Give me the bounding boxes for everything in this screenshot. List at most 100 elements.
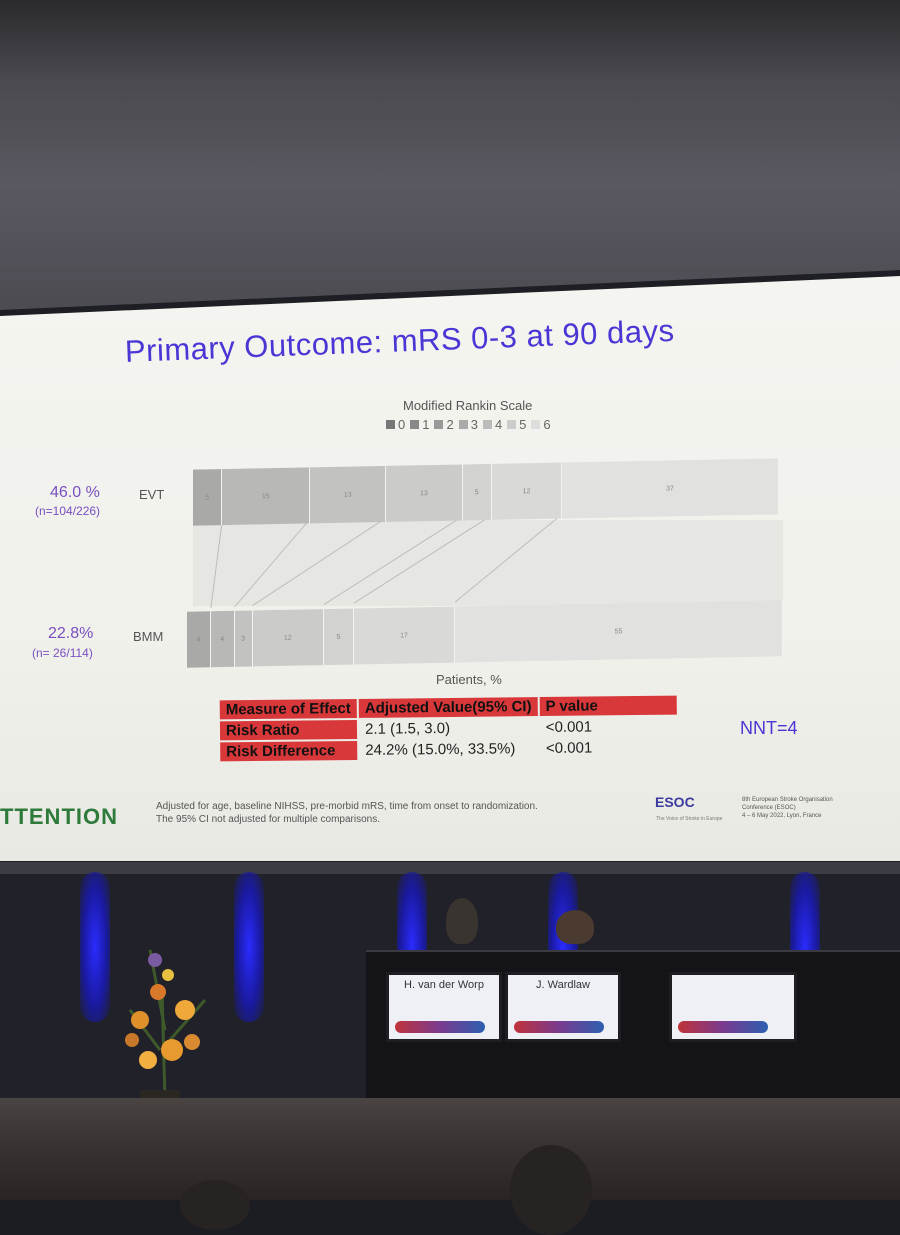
nameplate: H. van der Worp bbox=[386, 972, 502, 1042]
segment-value-label: 13 bbox=[343, 491, 352, 499]
blue-uplight bbox=[80, 872, 110, 1022]
table-header: Measure of Effect bbox=[219, 698, 357, 720]
bmm-row-label: BMM bbox=[133, 629, 164, 644]
legend-label: 0 bbox=[398, 417, 406, 432]
legend-swatch bbox=[386, 420, 395, 429]
legend-item: 0 bbox=[386, 417, 405, 432]
connector-line bbox=[323, 515, 463, 605]
legend-item: 6 bbox=[531, 417, 551, 432]
table-cell: 2.1 (1.5, 3.0) bbox=[364, 719, 451, 738]
bar-segment: 55 bbox=[455, 600, 783, 663]
legend-label: 2 bbox=[446, 417, 454, 432]
table-cell: 24.2% (15.0%, 33.5%) bbox=[365, 740, 516, 759]
blue-uplight bbox=[234, 872, 264, 1022]
table-cell: <0.001 bbox=[545, 739, 593, 757]
connector-line bbox=[234, 518, 311, 608]
bar-segment: 13 bbox=[310, 465, 387, 524]
stage-lighting-strip bbox=[0, 862, 900, 874]
legend-swatch bbox=[434, 420, 444, 429]
connector-line bbox=[252, 517, 387, 607]
conference-info-line: 8th European Stroke Organisation bbox=[742, 797, 833, 803]
evt-row-label: EVT bbox=[139, 487, 165, 502]
evt-n: (n=104/226) bbox=[35, 504, 101, 518]
audience-head bbox=[180, 1180, 250, 1230]
legend-swatch bbox=[482, 420, 492, 429]
legend-label: 1 bbox=[422, 417, 430, 432]
evt-stacked-bar: 5 15 13 13 5 12 37 bbox=[193, 458, 779, 526]
segment-value-label: 37 bbox=[666, 484, 674, 493]
nnt-label: NNT=4 bbox=[740, 718, 798, 738]
esoc-tagline: The Voice of Stroke in Europe bbox=[656, 816, 723, 822]
presentation-slide: Primary Outcome: mRS 0-3 at 90 days Modi… bbox=[0, 276, 900, 861]
legend-swatch bbox=[410, 420, 420, 429]
table-header: P value bbox=[539, 695, 677, 717]
legend-item: 1 bbox=[410, 417, 429, 432]
evt-percent: 46.0 % bbox=[50, 484, 100, 501]
bar-segment: 5 bbox=[324, 608, 354, 666]
nameplate-name: J. Wardlaw bbox=[536, 979, 590, 991]
nameplate-graphic bbox=[395, 1021, 485, 1033]
footnote-line: Adjusted for age, baseline NIHSS, pre-mo… bbox=[156, 801, 538, 812]
bar-segment: 37 bbox=[562, 458, 779, 519]
nameplate bbox=[669, 972, 797, 1042]
audience-head bbox=[510, 1145, 592, 1235]
legend-label: 5 bbox=[519, 417, 527, 432]
conference-info-line: 4 – 6 May 2022, Lyon, France bbox=[742, 813, 822, 819]
bar-segment: 12 bbox=[491, 462, 563, 520]
legend-label: 3 bbox=[470, 417, 478, 432]
hall-ceiling bbox=[0, 0, 900, 330]
table-row: Risk Difference 24.2% (15.0%, 33.5%) <0.… bbox=[220, 738, 677, 762]
chart-legend: 0 1 2 3 4 5 6 bbox=[386, 417, 551, 432]
legend-swatch bbox=[531, 420, 541, 429]
slide-footnote: Adjusted for age, baseline NIHSS, pre-mo… bbox=[156, 800, 538, 826]
bmm-percent: 22.8% bbox=[48, 625, 94, 642]
legend-item: 5 bbox=[507, 417, 526, 432]
table-header: Adjusted Value(95% CI) bbox=[358, 697, 538, 718]
trial-logo: TTENTION bbox=[0, 804, 118, 829]
connector-line bbox=[353, 514, 493, 604]
segment-value-label: 15 bbox=[261, 492, 270, 500]
esoc-logo: ESOC bbox=[655, 794, 695, 810]
segment-value-label: 13 bbox=[420, 489, 428, 497]
legend-item: 3 bbox=[458, 417, 478, 432]
bar-connector-lines bbox=[193, 513, 783, 609]
segment-value-label: 3 bbox=[241, 635, 246, 643]
bar-segment: 15 bbox=[222, 467, 311, 526]
stage-floor bbox=[0, 1098, 900, 1200]
bar-segment: 4 bbox=[210, 610, 235, 668]
table-cell: <0.001 bbox=[545, 718, 593, 736]
speaker-person bbox=[556, 910, 594, 944]
conference-info-line: Conference (ESOC) bbox=[742, 805, 796, 811]
segment-value-label: 17 bbox=[400, 631, 408, 640]
table-header-row: Measure of Effect Adjusted Value(95% CI)… bbox=[219, 695, 677, 720]
chart-title: Modified Rankin Scale bbox=[403, 398, 533, 413]
segment-value-label: 5 bbox=[336, 633, 341, 641]
legend-item: 4 bbox=[482, 417, 503, 432]
segment-value-label: 5 bbox=[474, 488, 479, 496]
bar-segment: 5 bbox=[193, 469, 223, 526]
legend-item: 2 bbox=[434, 417, 454, 432]
conference-info: 8th European Stroke Organisation Confere… bbox=[742, 796, 833, 820]
flower-arrangement bbox=[125, 949, 207, 1100]
table-cell: Risk Ratio bbox=[219, 719, 358, 741]
effect-table: Measure of Effect Adjusted Value(95% CI)… bbox=[218, 694, 679, 764]
segment-value-label: 12 bbox=[283, 634, 292, 642]
segment-value-label: 4 bbox=[196, 635, 201, 644]
nameplate-name: H. van der Worp bbox=[404, 979, 484, 991]
legend-label: 4 bbox=[494, 417, 503, 432]
nameplate-graphic bbox=[678, 1021, 768, 1033]
legend-label: 6 bbox=[543, 417, 551, 432]
connector-line bbox=[210, 519, 223, 609]
x-axis-label: Patients, % bbox=[436, 672, 502, 687]
speaker-person bbox=[446, 898, 478, 944]
connector-band bbox=[193, 520, 783, 606]
nameplate: J. Wardlaw bbox=[505, 972, 621, 1042]
footnote-line: The 95% CI not adjusted for multiple com… bbox=[156, 814, 380, 825]
bar-segment: 4 bbox=[187, 611, 211, 668]
bmm-stacked-bar: 4 4 3 12 5 17 55 bbox=[187, 600, 783, 668]
segment-value-label: 12 bbox=[522, 487, 531, 495]
bar-segment: 12 bbox=[252, 609, 325, 667]
segment-value-label: 5 bbox=[205, 493, 210, 501]
connector-line bbox=[454, 513, 563, 603]
bar-segment: 17 bbox=[353, 606, 456, 665]
